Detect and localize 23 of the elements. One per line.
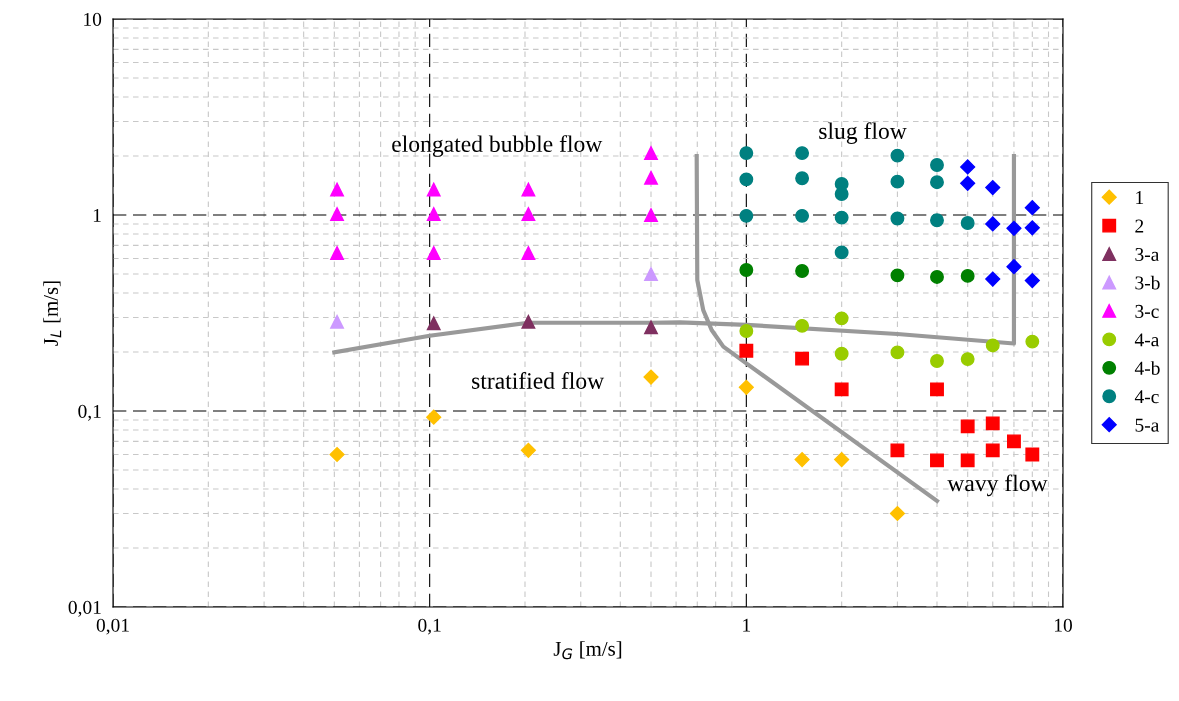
legend-label: 4-c [1134, 390, 1159, 404]
legend-label: 2 [1135, 219, 1144, 233]
annotation: stratified flow [472, 372, 605, 389]
legend-label: 3-c [1135, 304, 1159, 318]
legend-label: 3-a [1135, 247, 1160, 262]
legend-label: 4-a [1134, 333, 1160, 347]
y-tick-label: 0,01 [68, 600, 101, 617]
annotation: slug flow [819, 122, 907, 144]
y-tick-label: 0,1 [78, 404, 101, 421]
x-tick-label: 0,01 [96, 618, 129, 635]
annotation: wavy flow [947, 474, 1048, 497]
legend-label: 4-b [1134, 361, 1160, 375]
y-axis-title: J$_{L}$ [m/s] [43, 281, 62, 346]
y-tick-label: 1 [93, 208, 101, 222]
x-tick-label: 1 [743, 618, 751, 632]
legend-label: 3-b [1135, 275, 1160, 290]
x-tick-label: 10 [1054, 618, 1072, 632]
x-axis-title: J$_{G}$ [m/s] [553, 641, 622, 660]
legend-label: 1 [1136, 191, 1144, 204]
y-tick-label: 10 [84, 12, 102, 26]
x-tick-label: 0,1 [418, 618, 441, 635]
annotation: elongated bubble flow [392, 135, 603, 157]
legend-label: 5-a [1135, 418, 1160, 432]
